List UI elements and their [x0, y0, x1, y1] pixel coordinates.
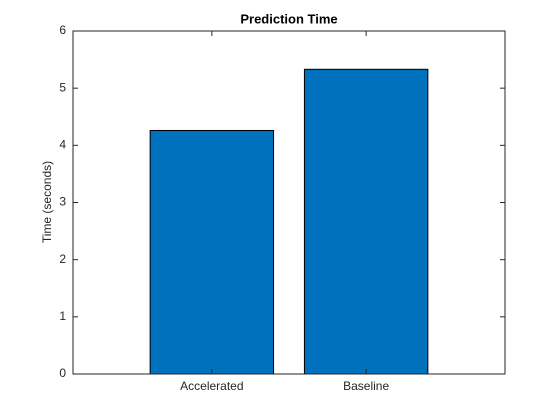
y-tick-label: 2: [59, 252, 66, 266]
y-tick-label: 0: [59, 366, 66, 380]
y-tick-label: 3: [59, 195, 66, 209]
y-tick-label: 1: [59, 309, 66, 323]
bar: [303, 68, 429, 375]
x-tick-label: Baseline: [343, 379, 389, 393]
bar: [149, 129, 275, 375]
y-tick-label: 4: [59, 138, 66, 152]
chart-title: Prediction Time: [240, 11, 337, 26]
x-tick-label: Accelerated: [180, 379, 243, 393]
y-axis-label: Time (seconds): [40, 161, 54, 243]
y-tick-label: 6: [59, 23, 66, 37]
y-tick-label: 5: [59, 80, 66, 94]
